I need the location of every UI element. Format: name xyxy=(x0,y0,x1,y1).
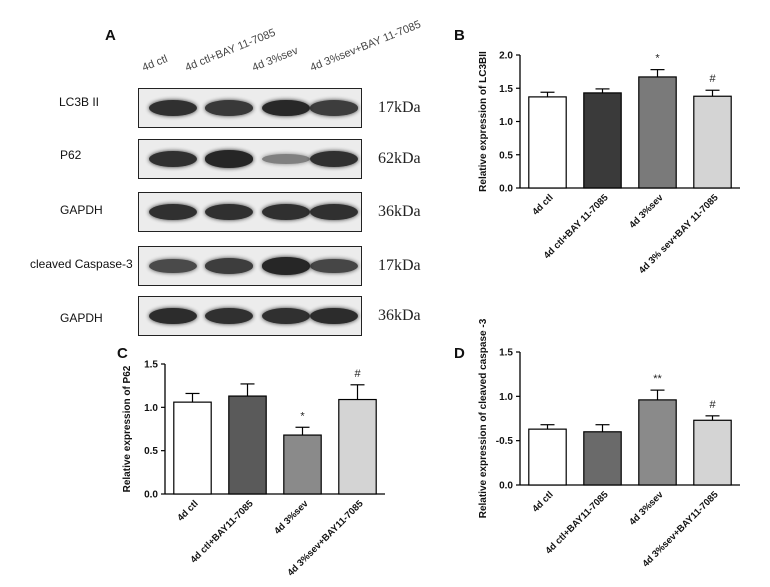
blot-band xyxy=(149,150,197,168)
significance-mark: * xyxy=(655,53,660,65)
y-tick-label: 0.0 xyxy=(499,481,513,492)
y-tick-label: 1.0 xyxy=(144,403,158,414)
bar xyxy=(338,398,377,495)
kda-label: 36kDa xyxy=(378,203,421,220)
significance-mark: # xyxy=(709,399,716,411)
panel-letter-a: A xyxy=(105,27,116,44)
kda-label: 17kDa xyxy=(378,257,421,274)
kda-label: 36kDa xyxy=(378,307,421,324)
bar xyxy=(638,76,677,189)
bar xyxy=(693,419,732,486)
y-tick-label: 1.5 xyxy=(144,360,158,371)
y-tick-label: 1.5 xyxy=(499,84,513,95)
blot-band xyxy=(205,150,253,168)
blot-band xyxy=(310,150,358,168)
bar xyxy=(528,96,567,189)
blot-strip xyxy=(138,192,362,232)
chart-cleaved-caspase: 0.0 -0.5 1.0 1.5 Relative expression of clea… xyxy=(478,318,740,570)
bar xyxy=(583,431,622,486)
blot-strip xyxy=(138,296,362,336)
y-tick-label: 0.0 xyxy=(144,490,158,501)
category-label: 4d 3%sev xyxy=(627,192,666,231)
blot-band xyxy=(149,203,197,221)
blot-band xyxy=(149,307,197,325)
blot-row-label: GAPDH xyxy=(60,203,103,217)
panel-letter-b: B xyxy=(454,27,465,44)
kda-label: 17kDa xyxy=(378,99,421,116)
category-label: 4d ctl xyxy=(530,489,555,514)
y-tick-label: 1.0 xyxy=(499,117,513,128)
y-tick-label: 1.0 xyxy=(499,392,513,403)
blot-row-label: P62 xyxy=(60,148,82,162)
blot-band xyxy=(205,203,253,221)
blot-band xyxy=(205,100,253,116)
y-tick-label: 1.5 xyxy=(499,348,513,359)
blot-band xyxy=(262,99,310,117)
bar xyxy=(693,95,732,189)
bar xyxy=(583,92,622,189)
category-label: 4d ctl xyxy=(530,192,555,217)
significance-mark: # xyxy=(709,73,716,85)
chart-lc3bii: 0.0 0.5 1.0 1.5 2.0 Relative expression of LC… xyxy=(478,51,740,276)
blot-band xyxy=(149,99,197,117)
blot-band xyxy=(310,307,358,325)
blot-band xyxy=(262,203,310,221)
y-axis-title: Relative expression of LC3BII xyxy=(478,51,489,192)
blot-band xyxy=(262,257,310,275)
category-label: 4d 3%sev xyxy=(272,498,311,537)
significance-mark: # xyxy=(354,368,361,380)
blot-row-label: GAPDH xyxy=(60,311,103,325)
y-tick-label: -0.5 xyxy=(496,436,514,447)
blot-band xyxy=(205,258,253,274)
panel-letter-c: C xyxy=(117,345,128,362)
significance-mark: ** xyxy=(653,373,662,385)
bar xyxy=(528,428,567,486)
y-tick-label: 0.0 xyxy=(499,184,513,195)
blot-row-label: cleaved Caspase-3 xyxy=(30,257,133,271)
category-label: 4d ctl xyxy=(175,498,200,523)
blot-band xyxy=(149,258,197,274)
significance-mark: * xyxy=(300,410,305,422)
blot-strip xyxy=(138,88,362,128)
blot-row-label: LC3B II xyxy=(59,95,100,109)
bar xyxy=(638,399,677,486)
kda-label: 62kDa xyxy=(378,150,421,167)
y-axis-title: Relative expression of P62 xyxy=(122,365,133,492)
chart-p62: 0.0 0.5 1.0 1.5 Relative expression of P62 4d… xyxy=(122,360,385,579)
y-tick-label: 0.5 xyxy=(144,446,158,457)
bar xyxy=(283,434,322,495)
y-axis-title: Relative expression of cleaved caspase -… xyxy=(478,318,489,518)
blot-band xyxy=(310,258,358,274)
blot-band xyxy=(262,153,310,165)
blot-strip xyxy=(138,246,362,286)
blot-band xyxy=(262,307,310,325)
category-label: 4d 3%sev xyxy=(627,489,666,528)
bar xyxy=(173,401,212,495)
blot-strip xyxy=(138,139,362,179)
blot-band xyxy=(310,203,358,221)
blot-band xyxy=(205,307,253,325)
y-tick-label: 0.5 xyxy=(499,150,513,161)
panel-letter-d: D xyxy=(454,345,465,362)
bar xyxy=(228,395,267,495)
y-tick-label: 2.0 xyxy=(499,51,513,62)
blot-band xyxy=(310,100,358,116)
